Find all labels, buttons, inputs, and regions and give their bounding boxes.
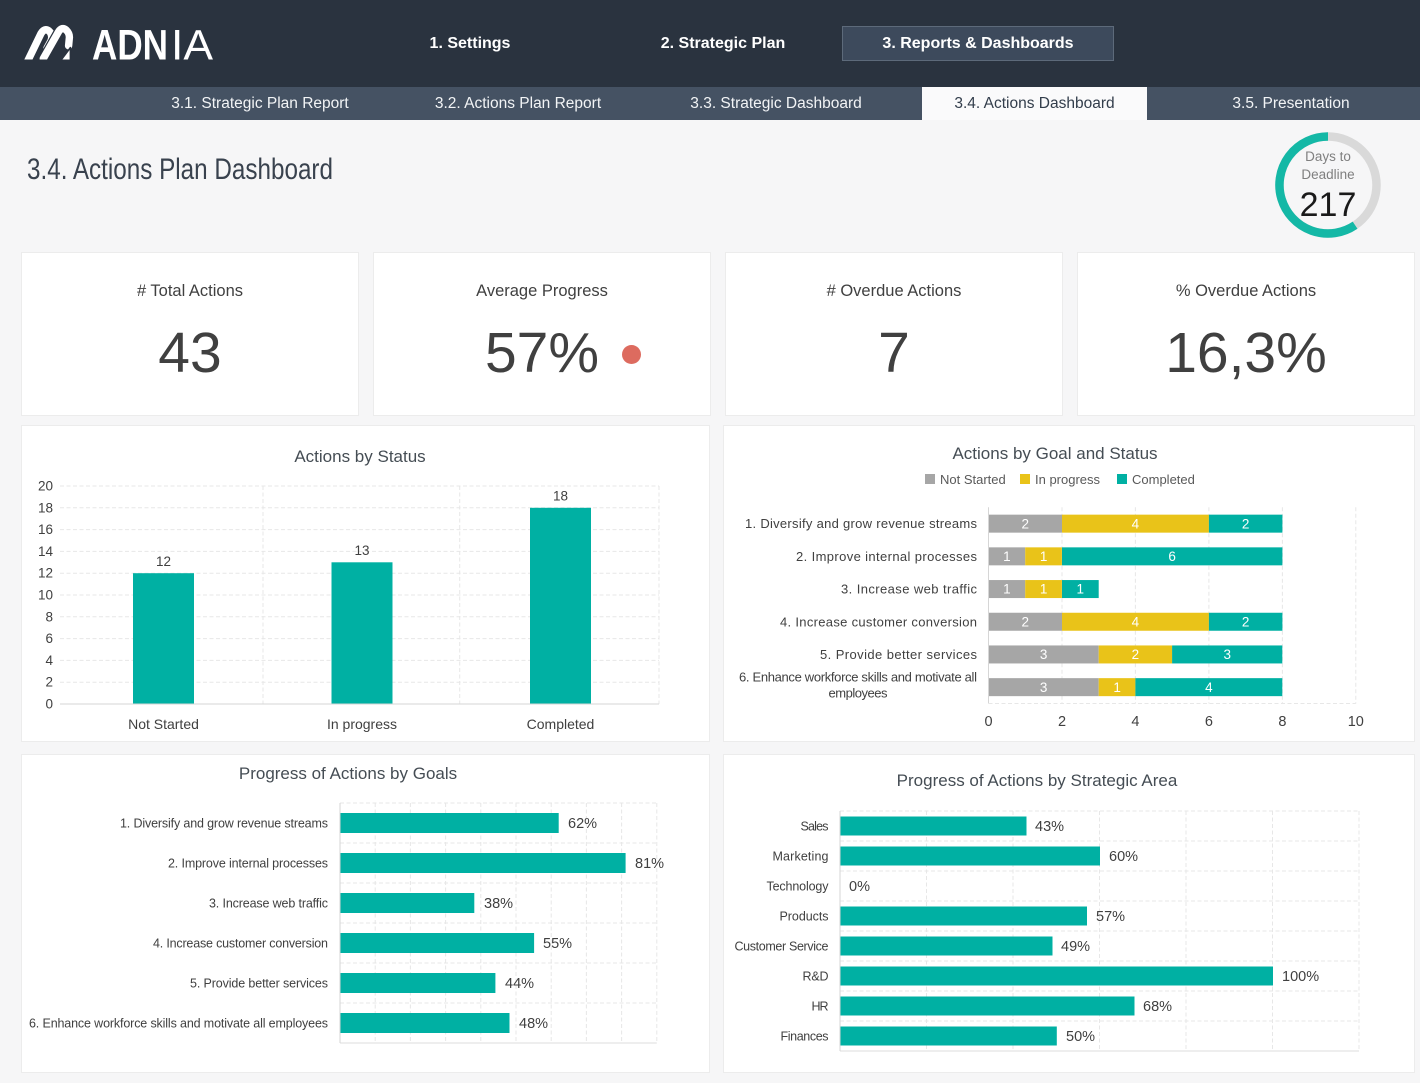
svg-text:4: 4 [45,653,53,668]
svg-text:Progress of Actions by Goals: Progress of Actions by Goals [239,764,457,783]
svg-text:44%: 44% [505,976,534,992]
svg-text:16: 16 [38,522,53,537]
svg-text:3.4. Actions Plan Dashboard: 3.4. Actions Plan Dashboard [27,153,333,186]
svg-text:18: 18 [553,489,568,504]
svg-text:3. Increase web traffic: 3. Increase web traffic [841,582,978,597]
svg-text:10: 10 [38,588,53,603]
svg-text:Finances: Finances [781,1030,829,1044]
svg-text:62%: 62% [568,816,597,832]
svg-text:55%: 55% [543,936,572,952]
svg-text:0: 0 [984,714,992,730]
svg-text:0: 0 [45,697,53,712]
svg-text:0%: 0% [849,879,870,895]
svg-text:217: 217 [1300,186,1357,224]
svg-text:5. Provide better services: 5. Provide better services [820,647,978,662]
svg-text:1: 1 [1003,549,1011,564]
svg-text:57%: 57% [1096,909,1125,925]
svg-text:4. Increase customer conversio: 4. Increase customer conversion [780,614,977,629]
svg-text:In progress: In progress [327,716,397,732]
svg-text:2: 2 [1021,516,1029,531]
svg-text:R&D: R&D [803,970,829,984]
svg-text:5. Provide better services: 5. Provide better services [190,977,328,991]
svg-text:2: 2 [1021,614,1029,629]
svg-text:43%: 43% [1035,819,1064,835]
svg-text:In progress: In progress [1035,472,1101,487]
svg-text:Progress of Actions by Strateg: Progress of Actions by Strategic Area [897,771,1178,790]
svg-text:60%: 60% [1109,849,1138,865]
svg-text:ADN: ADN [92,23,168,70]
svg-text:12: 12 [38,566,53,581]
svg-text:Products: Products [780,910,829,924]
svg-text:10: 10 [1348,714,1364,730]
svg-text:1: 1 [1113,680,1121,695]
svg-text:6. Enhance workforce skills an: 6. Enhance workforce skills and motivate… [739,669,977,684]
svg-text:6. Enhance workforce skills an: 6. Enhance workforce skills and motivate… [29,1017,328,1031]
svg-text:Not Started: Not Started [940,472,1006,487]
svg-text:2. Improve internal processes: 2. Improve internal processes [796,549,978,564]
svg-text:4: 4 [1205,680,1213,695]
svg-text:50%: 50% [1066,1029,1095,1045]
svg-text:4: 4 [1132,516,1140,531]
svg-text:Technology: Technology [767,880,830,894]
svg-text:1: 1 [1040,549,1048,564]
svg-text:14: 14 [38,544,54,559]
svg-text:HR: HR [812,1000,829,1014]
svg-text:8: 8 [1278,714,1286,730]
svg-text:6: 6 [1205,714,1213,730]
svg-text:48%: 48% [519,1016,548,1032]
svg-text:Actions by Goal and Status: Actions by Goal and Status [952,444,1157,463]
svg-text:3: 3 [1040,647,1048,662]
svg-text:Completed: Completed [527,716,595,732]
svg-text:1. Diversify and grow revenue: 1. Diversify and grow revenue streams [745,516,978,531]
svg-text:Completed: Completed [1132,472,1195,487]
svg-text:3. Increase web traffic: 3. Increase web traffic [209,897,328,911]
svg-text:Customer Service: Customer Service [735,940,829,954]
svg-text:2: 2 [1058,714,1066,730]
svg-text:1: 1 [1040,582,1048,597]
svg-text:Deadline: Deadline [1301,167,1354,182]
svg-text:12: 12 [156,554,171,569]
svg-text:IA: IA [171,23,214,70]
svg-text:3: 3 [1223,647,1231,662]
svg-text:81%: 81% [635,856,664,872]
svg-text:2: 2 [1242,516,1250,531]
svg-text:18: 18 [38,500,53,515]
svg-text:6: 6 [1168,549,1176,564]
svg-text:49%: 49% [1061,939,1090,955]
svg-text:Sales: Sales [801,820,829,834]
svg-text:4: 4 [1132,614,1140,629]
svg-text:68%: 68% [1143,999,1172,1015]
svg-text:100%: 100% [1282,969,1319,985]
svg-text:Marketing: Marketing [773,850,829,864]
svg-text:Actions by Status: Actions by Status [294,447,425,466]
svg-text:8: 8 [45,609,53,624]
svg-text:4. Increase customer conversio: 4. Increase customer conversion [153,937,328,951]
svg-text:2. Improve internal processes: 2. Improve internal processes [168,857,328,871]
svg-text:2: 2 [1132,647,1140,662]
svg-text:1: 1 [1003,582,1011,597]
svg-text:13: 13 [354,543,369,558]
svg-text:Days to: Days to [1305,149,1351,164]
svg-text:1. Diversify and grow revenue: 1. Diversify and grow revenue streams [120,817,328,831]
svg-text:2: 2 [45,675,53,690]
svg-text:3: 3 [1040,680,1048,695]
svg-text:2: 2 [1242,614,1250,629]
svg-text:20: 20 [38,479,53,494]
svg-text:Not Started: Not Started [128,716,199,732]
svg-text:6: 6 [45,631,53,646]
svg-text:1: 1 [1077,582,1085,597]
svg-text:4: 4 [1131,714,1139,730]
svg-text:38%: 38% [484,896,513,912]
svg-text:employees: employees [829,685,889,700]
